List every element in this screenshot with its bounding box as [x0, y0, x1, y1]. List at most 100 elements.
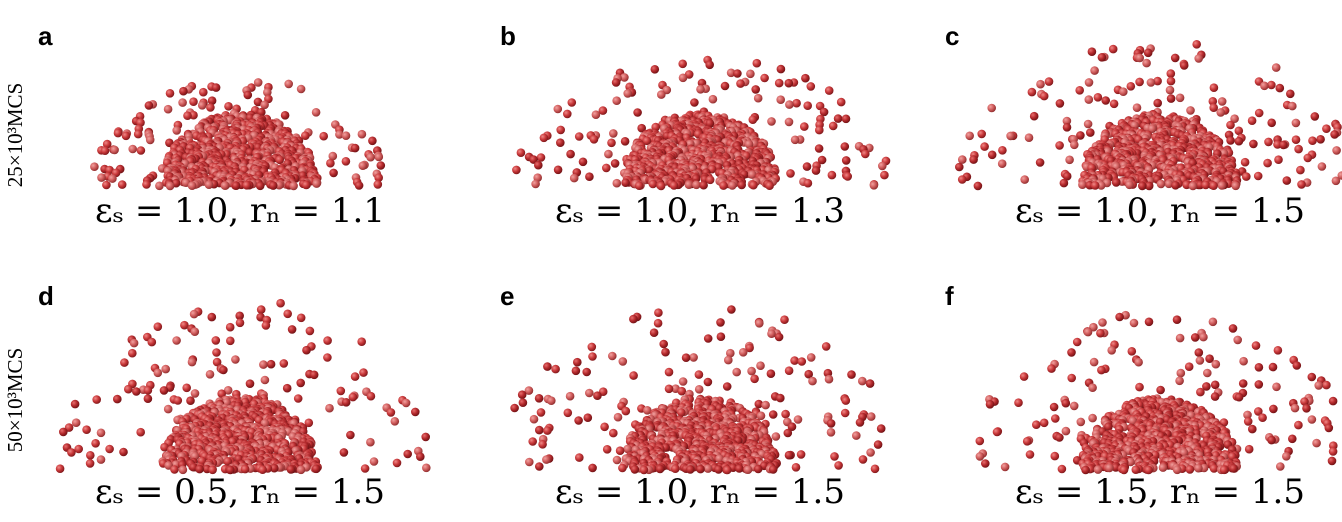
particle	[122, 132, 131, 141]
particle	[588, 352, 597, 361]
particle	[231, 355, 240, 364]
particle	[283, 384, 292, 393]
particle	[1211, 381, 1220, 390]
particle	[1272, 383, 1281, 392]
particle	[843, 172, 852, 181]
particle	[784, 429, 793, 438]
particle	[1127, 82, 1136, 91]
particle	[877, 424, 886, 433]
particle	[186, 396, 195, 405]
particle	[375, 153, 384, 162]
particle	[110, 146, 119, 155]
particle	[1282, 452, 1291, 461]
particle	[1201, 181, 1210, 190]
particle	[244, 91, 253, 100]
particle	[402, 399, 411, 408]
particle	[1065, 156, 1074, 165]
particle	[866, 379, 875, 388]
particle	[1263, 159, 1272, 168]
particle	[1177, 369, 1186, 378]
particle	[1231, 182, 1240, 191]
particle	[592, 110, 601, 119]
particle	[284, 80, 293, 89]
particle	[804, 179, 813, 188]
particle	[537, 153, 546, 162]
particle	[134, 130, 143, 139]
particle	[132, 387, 141, 396]
particle	[612, 78, 621, 87]
particle	[1050, 403, 1059, 412]
particle	[1036, 158, 1045, 167]
particle	[830, 452, 839, 461]
particle	[1171, 54, 1180, 63]
particle	[1267, 119, 1276, 128]
particle	[775, 333, 784, 342]
particle	[1293, 361, 1302, 370]
particle	[1291, 404, 1300, 413]
particle	[1159, 463, 1168, 472]
particle	[769, 410, 778, 419]
particle-cluster	[976, 311, 1342, 474]
particle	[296, 379, 305, 388]
particle	[772, 432, 781, 441]
panel-label: a	[38, 21, 53, 51]
particle	[781, 410, 790, 419]
particle	[1073, 338, 1082, 347]
particle	[1288, 102, 1297, 111]
particle	[728, 181, 737, 190]
particle	[269, 181, 278, 190]
particle	[1084, 328, 1093, 337]
panel-label: c	[945, 21, 959, 51]
particle	[366, 438, 375, 447]
particle	[695, 370, 704, 379]
particle	[421, 433, 430, 442]
particle	[547, 396, 556, 405]
particle	[1045, 77, 1054, 86]
particle	[531, 180, 540, 189]
particle	[679, 74, 688, 83]
particle	[871, 465, 880, 474]
particle	[329, 169, 338, 178]
particle	[189, 97, 198, 106]
particle	[1235, 137, 1244, 146]
particle	[1167, 94, 1176, 103]
particle	[706, 176, 715, 185]
particle	[739, 348, 748, 357]
particle	[337, 387, 346, 396]
particle	[1023, 437, 1032, 446]
particle	[351, 372, 360, 381]
particle	[751, 85, 760, 94]
particle	[965, 132, 974, 141]
particle	[719, 181, 728, 190]
particle	[1062, 427, 1071, 436]
particle	[825, 86, 834, 95]
particle	[750, 375, 759, 384]
particle	[260, 101, 269, 110]
particle	[346, 431, 355, 440]
particle	[767, 329, 776, 338]
particle	[256, 182, 265, 191]
particle	[1020, 372, 1029, 381]
particle	[808, 377, 817, 386]
particle	[224, 102, 233, 111]
particle	[191, 389, 200, 398]
particle	[588, 343, 597, 352]
particle	[1316, 135, 1325, 144]
particle	[1314, 381, 1323, 390]
particle	[306, 327, 315, 336]
particle	[704, 334, 713, 343]
particle	[206, 370, 215, 379]
particle	[543, 426, 552, 435]
particle	[807, 353, 816, 362]
particle	[699, 181, 708, 190]
particle	[1328, 457, 1337, 466]
particle	[1098, 53, 1107, 62]
particle	[785, 79, 794, 88]
particle	[749, 115, 758, 124]
particle	[1191, 333, 1200, 342]
particle	[1112, 178, 1121, 187]
particle	[1176, 334, 1185, 343]
particle	[608, 352, 617, 361]
particle	[281, 111, 290, 120]
particle	[988, 151, 997, 160]
